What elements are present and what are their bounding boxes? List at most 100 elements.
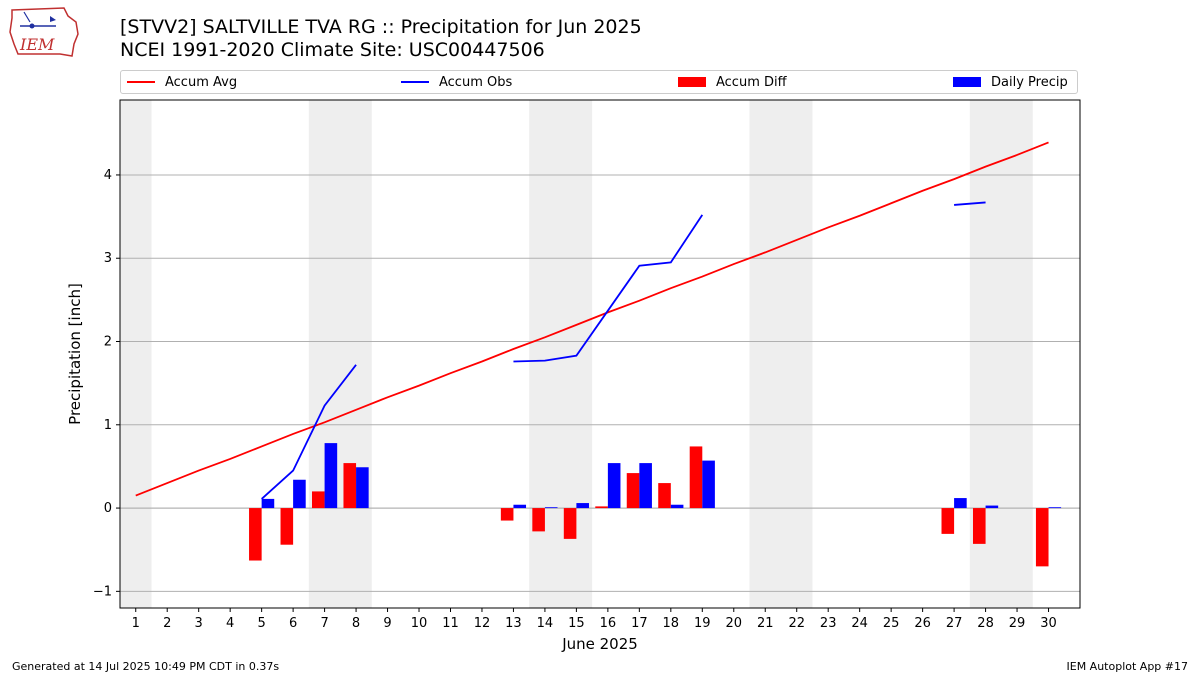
weekend-band-4 (749, 100, 813, 608)
y-tick-label: 0 (104, 501, 112, 516)
x-tick-label: 4 (226, 616, 234, 631)
x-tick-label: 14 (537, 616, 554, 631)
accum-obs-line-segment-3 (954, 201, 986, 206)
accum-diff-bar-day-30 (1035, 508, 1049, 567)
chart-title: [STVV2] SALTVILLE TVA RG :: Precipitatio… (120, 16, 642, 38)
iem-logo: IEM (9, 7, 79, 57)
accum-diff-bar-day-19 (689, 446, 703, 509)
x-tick-label: 17 (631, 616, 648, 631)
x-tick-label: 5 (257, 616, 265, 631)
accum-obs-line-segment-1 (261, 364, 357, 500)
x-tick-label: 7 (320, 616, 328, 631)
daily-precip-bar-day-13 (513, 504, 527, 509)
y-tick-label: 4 (104, 168, 112, 183)
y-tick-label: 3 (104, 251, 112, 266)
x-tick-label: 19 (694, 616, 711, 631)
legend-label-accum-diff: Accum Diff (716, 74, 787, 90)
legend-label-accum-obs: Accum Obs (439, 74, 513, 90)
x-tick-label: 12 (474, 616, 491, 631)
legend-label-accum-avg: Accum Avg (165, 74, 238, 90)
legend-item-accum-diff: Accum Diff (678, 71, 787, 93)
daily-precip-bar-day-6 (293, 479, 306, 509)
accum-diff-bar-day-5 (249, 508, 262, 561)
daily-precip-bar-day-27 (954, 498, 967, 509)
chart-subtitle: NCEI 1991-2020 Climate Site: USC00447506 (120, 39, 545, 61)
legend-swatch-accum-diff (678, 77, 706, 87)
footer-app: IEM Autoplot App #17 (1066, 660, 1189, 673)
x-tick-label: 20 (725, 616, 742, 631)
x-tick-label: 22 (788, 616, 805, 631)
x-ticks: 1 2 3 4 5 6 7 8 9 10 11 12 13 14 15 16 17 18 19 20 21 22 23 24 2… (132, 608, 1057, 631)
x-tick-label: 13 (505, 616, 522, 631)
logo-text: IEM (19, 35, 55, 54)
grid-lines (120, 174, 1080, 592)
accum-diff-bar-day-13 (500, 508, 514, 521)
x-tick-label: 27 (946, 616, 963, 631)
accum-obs-line-segment-2 (513, 214, 704, 363)
x-tick-label: 30 (1040, 616, 1057, 631)
weekend-band-3 (529, 100, 593, 608)
x-tick-label: 23 (820, 616, 837, 631)
accum-diff-bar-day-14 (532, 508, 545, 532)
y-tick-label: −1 (93, 584, 112, 599)
x-tick-label: 25 (883, 616, 900, 631)
legend-label-daily-precip: Daily Precip (991, 74, 1068, 90)
daily-precip-bar-day-19 (702, 460, 715, 509)
daily-precip-bar-day-28 (985, 505, 999, 509)
accum-diff-bar-day-17 (626, 473, 640, 509)
legend-item-accum-avg: Accum Avg (127, 71, 237, 93)
legend-swatch-accum-avg (127, 81, 155, 83)
bars (120, 443, 1080, 567)
x-tick-label: 1 (132, 616, 140, 631)
accum-diff-bar-day-7 (312, 491, 325, 509)
x-tick-label: 10 (411, 616, 428, 631)
x-tick-label: 6 (289, 616, 297, 631)
x-tick-label: 21 (757, 616, 774, 631)
y-tick-label: 2 (104, 335, 112, 350)
weekend-band-2 (308, 100, 372, 608)
daily-precip-bar-day-16 (607, 463, 621, 509)
daily-precip-bar-day-30 (1048, 507, 1062, 509)
accum-diff-bar-day-18 (658, 483, 671, 509)
daily-precip-bar-day-15 (576, 503, 589, 509)
y-tick-label: 1 (104, 418, 112, 433)
lines (135, 141, 1049, 500)
x-tick-label: 9 (383, 616, 391, 631)
x-tick-label: 26 (914, 616, 931, 631)
daily-precip-bar-day-17 (639, 463, 652, 509)
accum-diff-bar-day-8 (343, 463, 357, 509)
y-ticks: −1 0 1 2 3 4 (93, 168, 120, 599)
legend-item-daily-precip: Daily Precip (953, 71, 1068, 93)
daily-precip-bar-day-8 (356, 467, 369, 509)
legend-item-accum-obs: Accum Obs (401, 71, 512, 93)
daily-precip-bar-day-5 (261, 498, 275, 509)
daily-precip-bar-day-14 (544, 507, 558, 509)
x-tick-label: 11 (442, 616, 459, 631)
daily-precip-bar-day-7 (324, 443, 338, 509)
accum-diff-bar-day-6 (280, 508, 294, 545)
y-axis-label: Precipitation [inch] (66, 283, 84, 425)
x-tick-label: 3 (195, 616, 203, 631)
x-tick-label: 8 (352, 616, 360, 631)
accum-diff-bar-day-15 (563, 508, 577, 539)
accum-diff-bar-day-27 (941, 508, 955, 534)
x-tick-label: 18 (663, 616, 680, 631)
legend-swatch-daily-precip (953, 77, 981, 87)
weekend-band-1 (120, 100, 152, 608)
x-tick-label: 16 (600, 616, 617, 631)
accum-diff-bar-day-28 (972, 508, 986, 544)
accum-avg-line (135, 141, 1049, 497)
accum-diff-bar-day-16 (595, 506, 608, 509)
plot-frame (119, 99, 1081, 609)
x-tick-label: 28 (977, 616, 994, 631)
x-axis-label: June 2025 (561, 635, 638, 653)
daily-precip-bar-day-18 (670, 504, 684, 509)
legend: Accum Avg Accum Obs Accum Diff Daily Pre… (120, 70, 1078, 94)
x-tick-label: 29 (1009, 616, 1026, 631)
legend-swatch-accum-obs (401, 81, 429, 83)
x-tick-label: 15 (568, 616, 585, 631)
x-tick-label: 24 (851, 616, 868, 631)
x-tick-label: 2 (163, 616, 171, 631)
footer-generated: Generated at 14 Jul 2025 10:49 PM CDT in… (12, 660, 280, 673)
